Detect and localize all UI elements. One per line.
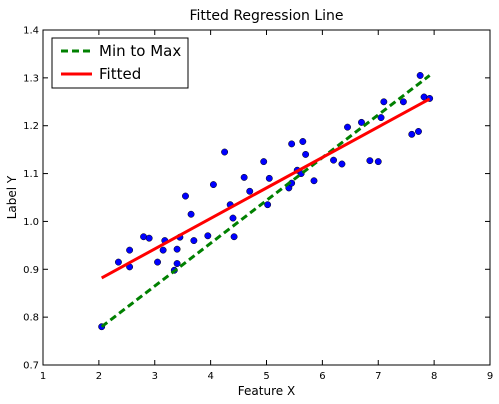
scatter-point — [260, 158, 268, 166]
scatter-point — [302, 150, 310, 158]
series-line — [100, 74, 431, 328]
scatter-point — [408, 130, 416, 138]
scatter-point — [229, 214, 237, 222]
legend-label: Min to Max — [99, 42, 181, 60]
scatter-point — [265, 174, 273, 182]
scatter-point — [415, 128, 422, 135]
scatter-point — [126, 246, 134, 254]
legend-box — [51, 37, 189, 89]
scatter-point — [330, 156, 337, 164]
axis-ticks: 1 2 3 4 5 6 7 8 9 0.7 0.8 0.9 1.0 1.1 1.2 1.3 1.4 — [23, 26, 493, 383]
scatter-point — [380, 98, 388, 106]
scatter-point — [366, 157, 374, 165]
scatter-point — [344, 123, 351, 131]
scatter-point — [358, 118, 365, 126]
scatter-point — [190, 237, 198, 245]
scatter-point — [173, 260, 181, 267]
scatter-point — [154, 258, 161, 266]
x-tick-label: 8 — [431, 371, 437, 382]
scatter-point — [374, 158, 382, 166]
y-tick-label: 0.7 — [23, 361, 39, 372]
scatter-point — [240, 173, 248, 181]
scatter-point — [246, 187, 254, 195]
scatter-point — [114, 258, 122, 266]
scatter-point — [377, 114, 385, 122]
scatter-point — [145, 234, 153, 242]
scatter-point — [204, 232, 212, 240]
x-tick-label: 9 — [487, 371, 493, 382]
y-tick-label: 1.2 — [23, 121, 39, 132]
scatter-point — [416, 72, 424, 79]
y-tick-label: 1.4 — [23, 26, 39, 37]
y-tick-label: 0.9 — [23, 265, 39, 276]
x-tick-label: 6 — [319, 371, 325, 382]
x-tick-label: 5 — [263, 371, 269, 382]
series-line — [100, 97, 431, 280]
x-tick-label: 4 — [207, 371, 213, 382]
x-axis-label: Feature X — [238, 384, 295, 398]
x-tick-label: 2 — [96, 371, 102, 382]
legend: Min to Max Fitted — [51, 37, 189, 89]
y-tick-label: 1.3 — [23, 73, 39, 84]
x-tick-label: 1 — [40, 371, 46, 382]
scatter-point — [159, 246, 167, 254]
scatter-point — [399, 98, 407, 106]
y-tick-label: 1.1 — [23, 169, 39, 180]
x-tick-label: 3 — [152, 371, 158, 382]
scatter-point — [264, 201, 272, 209]
chart-title: Fitted Regression Line — [189, 8, 343, 24]
x-tick-label: 7 — [375, 371, 381, 382]
scatter-point — [310, 177, 318, 185]
scatter-point — [230, 233, 238, 241]
scatter-point — [173, 245, 181, 253]
scatter-point — [187, 210, 195, 218]
y-tick-label: 1.0 — [23, 217, 39, 228]
scatter-point — [299, 138, 307, 145]
plot-area — [98, 72, 434, 331]
scatter-point — [209, 181, 217, 189]
y-axis-label: Label Y — [5, 175, 19, 219]
scatter-point — [338, 160, 346, 168]
scatter-point — [221, 148, 229, 156]
scatter-point — [288, 140, 296, 148]
y-tick-label: 0.8 — [23, 313, 39, 324]
legend-label: Fitted — [99, 65, 141, 83]
scatter-point — [182, 192, 189, 200]
